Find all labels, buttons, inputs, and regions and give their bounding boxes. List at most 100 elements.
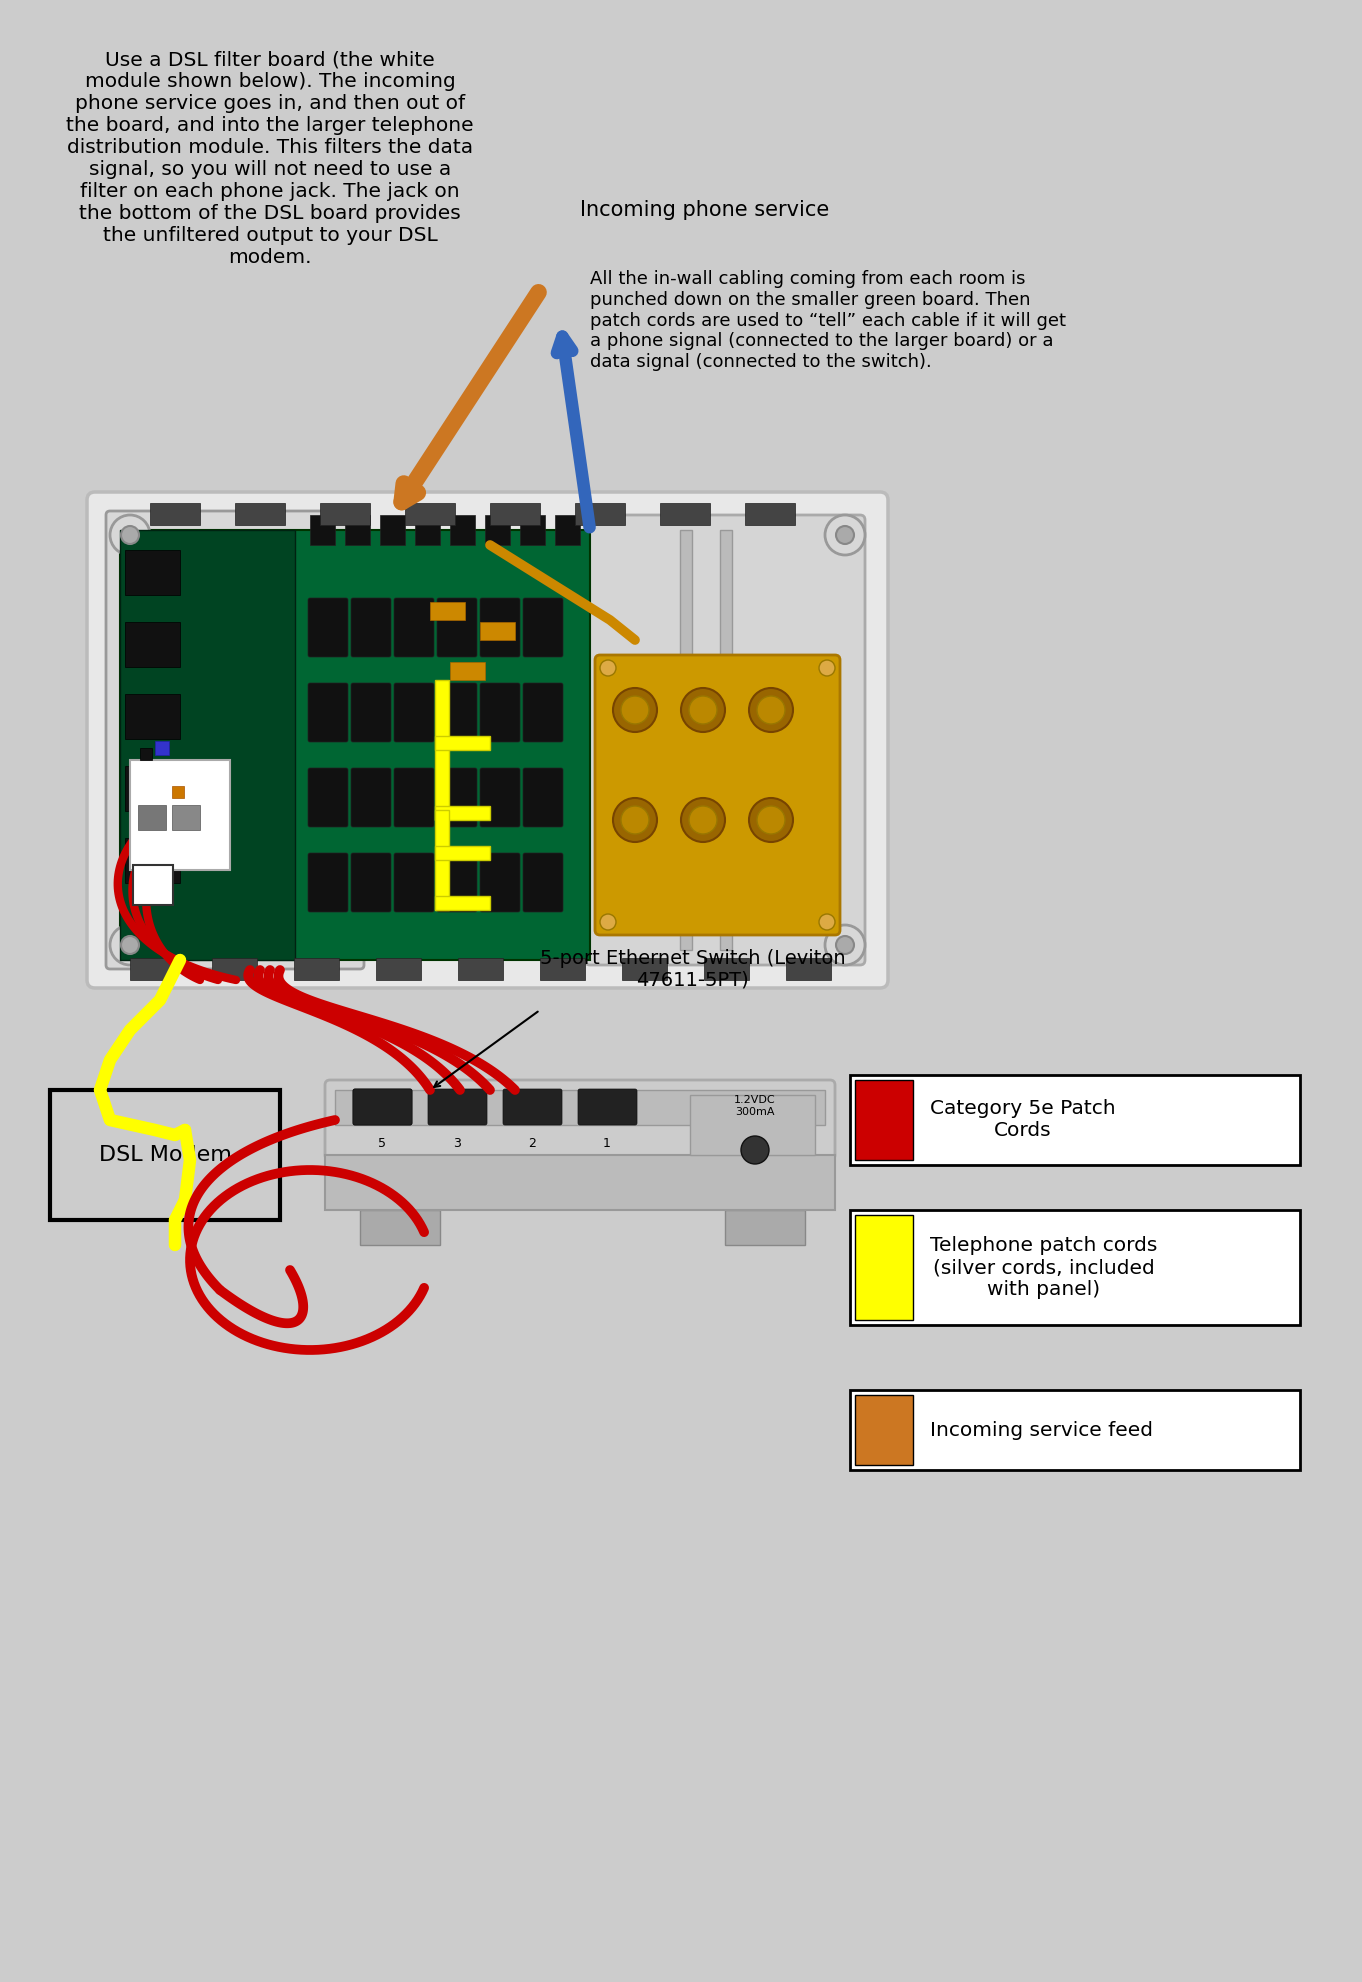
Bar — [133, 864, 173, 906]
Circle shape — [836, 936, 854, 953]
Circle shape — [819, 914, 835, 930]
Bar — [520, 515, 545, 545]
Bar — [129, 759, 230, 870]
Bar — [415, 515, 440, 545]
Circle shape — [621, 696, 650, 723]
Bar — [326, 1156, 835, 1209]
Text: 5: 5 — [379, 1138, 385, 1150]
Bar — [120, 529, 296, 959]
Bar — [125, 549, 180, 595]
Bar — [850, 1209, 1299, 1326]
Bar — [575, 503, 625, 525]
FancyBboxPatch shape — [479, 767, 520, 826]
FancyArrowPatch shape — [557, 337, 590, 527]
Bar — [125, 765, 180, 811]
Bar — [345, 515, 370, 545]
Bar — [786, 957, 831, 979]
Bar — [125, 838, 180, 884]
Circle shape — [749, 799, 793, 842]
FancyBboxPatch shape — [523, 599, 563, 656]
Text: Use a DSL filter board (the white
module shown below). The incoming
phone servic: Use a DSL filter board (the white module… — [67, 50, 474, 268]
Bar — [554, 515, 580, 545]
FancyBboxPatch shape — [308, 684, 349, 741]
FancyBboxPatch shape — [394, 767, 434, 826]
Circle shape — [819, 660, 835, 676]
FancyBboxPatch shape — [586, 515, 865, 965]
Circle shape — [121, 525, 139, 543]
Bar — [125, 694, 180, 739]
Bar — [430, 603, 464, 620]
FancyBboxPatch shape — [437, 684, 477, 741]
Bar — [335, 1090, 825, 1126]
Bar — [704, 957, 749, 979]
Bar — [434, 735, 490, 749]
Circle shape — [741, 1136, 770, 1163]
Text: Incoming service feed: Incoming service feed — [930, 1421, 1154, 1439]
FancyBboxPatch shape — [351, 599, 391, 656]
Circle shape — [825, 926, 865, 965]
Bar — [485, 515, 509, 545]
Bar — [150, 503, 200, 525]
FancyBboxPatch shape — [437, 599, 477, 656]
FancyBboxPatch shape — [326, 1080, 835, 1159]
Bar — [725, 1209, 805, 1245]
Bar — [376, 957, 421, 979]
Bar — [236, 503, 285, 525]
FancyBboxPatch shape — [523, 852, 563, 912]
Bar — [120, 529, 590, 959]
Text: 1.2VDC
300mA: 1.2VDC 300mA — [734, 1096, 776, 1118]
Circle shape — [613, 688, 656, 731]
Circle shape — [681, 688, 725, 731]
Bar — [320, 503, 370, 525]
Bar — [294, 957, 339, 979]
Bar — [850, 1389, 1299, 1471]
Text: DSL Modem: DSL Modem — [98, 1146, 232, 1165]
Circle shape — [749, 688, 793, 731]
Bar — [125, 622, 180, 668]
Bar — [622, 957, 667, 979]
Bar — [855, 1215, 913, 1320]
Bar — [745, 503, 795, 525]
Text: Category 5e Patch
Cords: Category 5e Patch Cords — [930, 1100, 1115, 1140]
Bar — [490, 503, 539, 525]
FancyBboxPatch shape — [437, 852, 477, 912]
FancyBboxPatch shape — [351, 852, 391, 912]
Bar — [172, 787, 184, 799]
Circle shape — [757, 696, 785, 723]
FancyBboxPatch shape — [308, 767, 349, 826]
Bar — [855, 1080, 913, 1159]
FancyBboxPatch shape — [503, 1088, 563, 1126]
FancyBboxPatch shape — [479, 852, 520, 912]
FancyBboxPatch shape — [577, 1088, 637, 1126]
Circle shape — [601, 660, 616, 676]
Bar — [155, 741, 169, 755]
Circle shape — [601, 914, 616, 930]
Circle shape — [613, 799, 656, 842]
Text: Telephone patch cords
(silver cords, included
with panel): Telephone patch cords (silver cords, inc… — [930, 1237, 1158, 1298]
Bar — [691, 1094, 814, 1156]
FancyBboxPatch shape — [353, 1088, 411, 1126]
Bar — [449, 515, 475, 545]
Bar — [855, 1395, 913, 1465]
Bar — [50, 1090, 281, 1221]
Circle shape — [689, 807, 716, 834]
Circle shape — [689, 696, 716, 723]
Text: 3: 3 — [454, 1138, 460, 1150]
FancyBboxPatch shape — [394, 599, 434, 656]
Bar — [360, 1209, 440, 1245]
Bar — [449, 662, 485, 680]
Bar — [661, 503, 710, 525]
Circle shape — [836, 525, 854, 543]
Bar — [479, 622, 515, 640]
Circle shape — [110, 515, 150, 555]
Circle shape — [825, 515, 865, 555]
FancyBboxPatch shape — [428, 1088, 488, 1126]
FancyBboxPatch shape — [595, 654, 840, 936]
Circle shape — [681, 799, 725, 842]
FancyBboxPatch shape — [106, 511, 364, 969]
Bar — [172, 805, 200, 830]
FancyBboxPatch shape — [353, 1088, 411, 1126]
FancyBboxPatch shape — [479, 599, 520, 656]
FancyBboxPatch shape — [351, 767, 391, 826]
Bar — [212, 957, 257, 979]
